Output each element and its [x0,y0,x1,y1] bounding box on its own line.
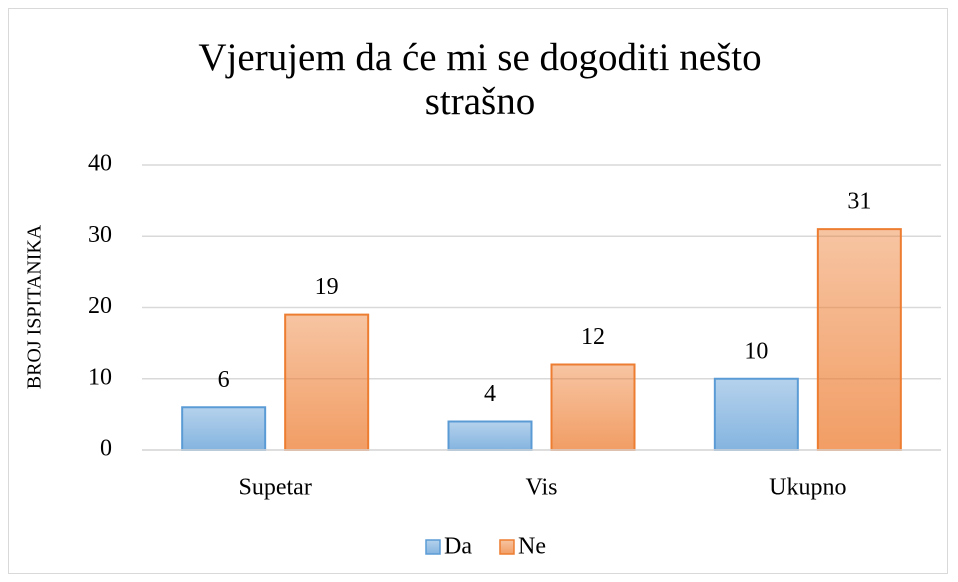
bar [447,420,533,451]
data-label: 12 [581,324,605,350]
data-label: 10 [744,338,768,364]
data-label: 4 [484,381,496,407]
legend-swatch [425,539,441,555]
data-label: 6 [218,367,230,393]
y-tick-label: 30 [88,222,112,248]
y-tick-label: 10 [88,364,112,390]
legend-label: Ne [518,534,546,560]
y-tick-label: 20 [88,293,112,319]
bar [550,363,636,451]
chart-title: Vjerujem da će mi se dogoditi nešto stra… [198,36,762,123]
bar [284,313,370,451]
bar [713,377,799,451]
bar [816,228,902,451]
y-axis-label: BROJ ISPITANIKA [24,224,46,389]
y-tick-label: 40 [88,151,112,177]
chart-frame [8,8,948,574]
x-tick-label: Vis [526,475,558,501]
x-tick-label: Ukupno [769,475,846,501]
data-label: 19 [315,274,339,300]
x-tick-label: Supetar [239,475,312,501]
data-label: 31 [847,189,871,215]
legend-swatch [499,539,515,555]
y-tick-label: 0 [100,436,112,462]
legend-label: Da [444,534,472,560]
bar [181,406,267,451]
